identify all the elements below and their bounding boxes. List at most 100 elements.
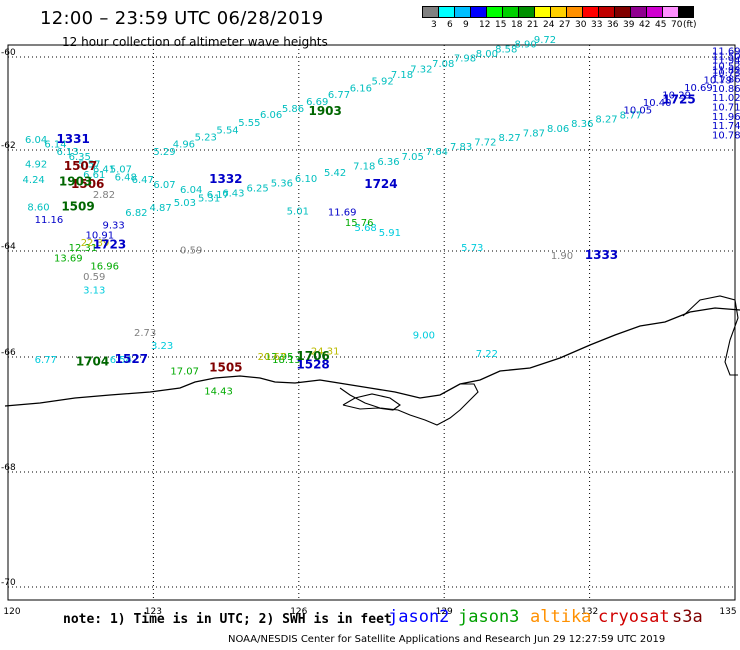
wave-height-label: 11.86 [712, 75, 740, 86]
color-scale-cell [598, 6, 614, 18]
wave-height-label: 6.48 [115, 172, 137, 183]
wave-height-label: 22.39 [81, 238, 110, 249]
wave-height-label: 5.31 [198, 194, 220, 205]
wave-height-label: 7.64 [426, 147, 448, 158]
wave-height-label: 11.96 [712, 112, 740, 123]
color-scale-cell [454, 6, 470, 18]
wave-height-label: 10.79 [703, 76, 732, 87]
wave-height-label: 10.73 [712, 68, 740, 79]
pass-time-label: 1505 [209, 360, 242, 374]
color-scale-cell [438, 6, 454, 18]
wave-height-label: 18.13 [272, 355, 301, 366]
wave-height-label: 6.43 [222, 188, 244, 199]
shelf-inlet-outline [682, 295, 739, 376]
wave-height-label: 6.47 [132, 175, 154, 186]
wave-height-label: 6.41 [93, 165, 115, 176]
pass-time-label: 1706 [296, 349, 329, 363]
color-scale-tick: 12 [479, 20, 491, 30]
pass-time-label: 1509 [61, 200, 94, 214]
color-scale-tick: 42 [639, 20, 651, 30]
latitude-tick-label: -62 [1, 141, 16, 151]
wave-height-label: 5.54 [216, 126, 238, 137]
longitude-tick-label: 135 [719, 607, 736, 617]
wave-height-label: 0.59 [83, 272, 105, 283]
wave-height-label: 12.31 [69, 243, 98, 254]
wave-height-label: 8.90 [514, 40, 536, 51]
wave-height-label: 11.74 [712, 121, 740, 132]
wave-height-label: 6.17 [207, 190, 229, 201]
wave-height-label: 7.05 [402, 152, 424, 163]
wave-height-label: 6.04 [25, 135, 47, 146]
wave-height-label: 0.59 [180, 246, 202, 257]
wave-height-label: 10.91 [86, 230, 115, 241]
wave-height-label: 6.82 [125, 208, 147, 219]
wave-height-label: 24.31 [311, 346, 340, 357]
wave-height-label: 13.69 [54, 254, 83, 265]
wave-height-label: 14.43 [204, 386, 233, 397]
pass-time-label: 1506 [71, 177, 104, 191]
longitude-tick-label: 129 [436, 607, 453, 617]
pass-time-label: 1903 [308, 104, 341, 118]
wave-height-label: 5.03 [174, 198, 196, 209]
wave-height-label: 3.13 [83, 285, 105, 296]
wave-height-label: 6.69 [306, 97, 328, 108]
latitude-tick-label: -60 [1, 48, 16, 58]
wave-height-label: 9.33 [103, 220, 125, 231]
satellite-legend-jason2: jason2 [388, 607, 450, 627]
pass-time-label: 1331 [56, 132, 89, 146]
latitude-tick-label: -70 [1, 578, 16, 588]
color-scale-cell [470, 6, 486, 18]
color-scale-cell [662, 6, 678, 18]
pass-time-label: 1333 [585, 248, 618, 262]
wave-height-label: 5.42 [324, 168, 346, 179]
wave-height-label: 9.00 [413, 330, 435, 341]
footnote: note: 1) Time is in UTC; 2) SWH is in fe… [63, 612, 392, 627]
satellite-legend-altika: altika [530, 607, 592, 627]
wave-height-label: 1.90 [551, 251, 573, 262]
wave-height-label: 10.69 [684, 83, 713, 94]
longitude-tick-label: 126 [290, 607, 307, 617]
satellite-legend-cryosat: cryosat [598, 607, 670, 627]
wave-height-label: 7.18 [391, 70, 413, 81]
wave-height-label: 10.78 [712, 130, 740, 141]
wave-height-label: 7.72 [474, 137, 496, 148]
ice-shelf-outline [339, 383, 479, 426]
pass-time-label: 1528 [296, 358, 329, 372]
pass-time-label: 1903 [59, 174, 92, 188]
wave-height-label: 10.52 [712, 62, 740, 73]
wave-height-label: 6.54 [110, 355, 132, 366]
pass-time-label: 1704 [76, 355, 109, 369]
longitude-tick-label: 123 [145, 607, 162, 617]
wave-height-label: 4.24 [23, 175, 45, 186]
color-scale-tick: 24 [543, 20, 555, 30]
wave-height-label: 4.92 [25, 160, 47, 171]
wave-height-label: 10.71 [712, 102, 740, 113]
wave-height-label: 8.60 [27, 203, 49, 214]
wave-height-label: 7.87 [523, 129, 545, 140]
wave-height-label: 8.27 [595, 115, 617, 126]
color-scale-tick: 18 [511, 20, 523, 30]
color-scale-tick: 30 [575, 20, 587, 30]
color-scale-cell [502, 6, 518, 18]
satellite-legend-jason3: jason3 [458, 607, 520, 627]
wave-height-label: 7.18 [353, 162, 375, 173]
wave-height-label: 10.86 [712, 84, 740, 95]
color-scale-tick: 6 [447, 20, 453, 30]
color-scale-cell [422, 6, 438, 18]
wave-height-label: 7.22 [476, 349, 498, 360]
color-scale-tick: 9 [463, 20, 469, 30]
color-scale-tick: 21 [527, 20, 539, 30]
color-scale-cell [678, 6, 694, 18]
latitude-tick-label: -64 [1, 242, 16, 252]
wave-height-label: 3.23 [151, 341, 173, 352]
color-scale-cell [534, 6, 550, 18]
wave-height-label: 6.14 [44, 140, 66, 151]
wave-height-label: 7.83 [450, 142, 472, 153]
wave-height-label: 10.40 [643, 98, 672, 109]
credit-line: NOAA/NESDIS Center for Satellite Applica… [228, 634, 666, 645]
wave-height-label: 8.06 [547, 124, 569, 135]
wave-height-label: 5.07 [110, 165, 132, 176]
wave-height-label: 6.77 [328, 90, 350, 101]
wave-height-label: 7.08 [432, 59, 454, 70]
wave-height-label: 2.82 [93, 190, 115, 201]
